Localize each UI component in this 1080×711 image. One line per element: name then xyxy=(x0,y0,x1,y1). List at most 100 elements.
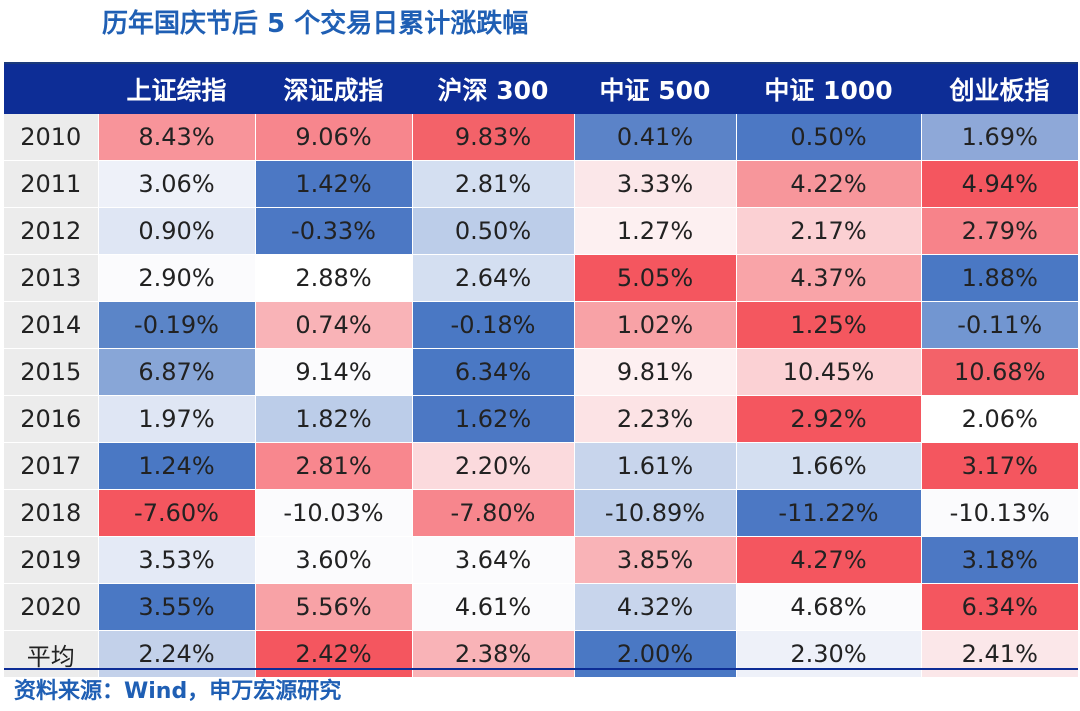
heatmap-cell: -10.03% xyxy=(254,489,412,537)
row-label: 2011 xyxy=(4,160,98,208)
heatmap-cell: 2.64% xyxy=(411,254,574,302)
heatmap-cell: 3.60% xyxy=(254,536,412,584)
row-label: 2014 xyxy=(4,301,98,349)
heatmap-cell: -0.19% xyxy=(97,301,255,349)
row-label: 2019 xyxy=(4,536,98,584)
heatmap-cell: 0.50% xyxy=(411,207,574,255)
heatmap-cell: 9.06% xyxy=(254,114,412,161)
heatmap-cell: 2.17% xyxy=(735,207,921,255)
table-row: 2013 2.90% 2.88% 2.64% 5.05% 4.37% 1.88% xyxy=(4,254,1078,302)
heatmap-cell: 1.62% xyxy=(411,395,574,443)
heatmap-body: 2010 8.43% 9.06% 9.83% 0.41% 0.50% 1.69% 2011 3.… xyxy=(4,114,1078,678)
heatmap-cell: 5.56% xyxy=(254,583,412,631)
row-label: 2020 xyxy=(4,583,98,631)
heatmap-cell: 2.88% xyxy=(254,254,412,302)
heatmap-cell: 0.50% xyxy=(735,114,921,161)
heatmap-cell: 1.66% xyxy=(735,442,921,490)
heatmap-cell: 10.68% xyxy=(920,348,1078,396)
heatmap-cell: 9.81% xyxy=(573,348,736,396)
heatmap-cell: 9.14% xyxy=(254,348,412,396)
heatmap-cell: 2.30% xyxy=(735,630,921,678)
heatmap-cell: 2.20% xyxy=(411,442,574,490)
heatmap-cell: 2.38% xyxy=(411,630,574,678)
heatmap-cell: 2.24% xyxy=(97,630,255,678)
table-row: 平均 2.24% 2.42% 2.38% 2.00% 2.30% 2.41% xyxy=(4,630,1078,678)
heatmap-cell: 2.92% xyxy=(735,395,921,443)
heatmap-cell: 4.22% xyxy=(735,160,921,208)
heatmap-cell: 1.25% xyxy=(735,301,921,349)
heatmap-cell: 3.64% xyxy=(411,536,574,584)
row-label: 2017 xyxy=(4,442,98,490)
heatmap-cell: 2.42% xyxy=(254,630,412,678)
heatmap-cell: 5.05% xyxy=(573,254,736,302)
row-label: 2015 xyxy=(4,348,98,396)
heatmap-cell: -7.80% xyxy=(411,489,574,537)
table-row: 2020 3.55% 5.56% 4.61% 4.32% 4.68% 6.34% xyxy=(4,583,1078,631)
heatmap-cell: 2.41% xyxy=(920,630,1078,678)
heatmap-cell: 3.85% xyxy=(573,536,736,584)
heatmap-cell: 2.81% xyxy=(411,160,574,208)
bottom-rule xyxy=(4,668,1078,670)
table-row: 2017 1.24% 2.81% 2.20% 1.61% 1.66% 3.17% xyxy=(4,442,1078,490)
heatmap-cell: 6.34% xyxy=(920,583,1078,631)
row-label: 2013 xyxy=(4,254,98,302)
heatmap-cell: 2.06% xyxy=(920,395,1078,443)
heatmap-cell: 4.61% xyxy=(411,583,574,631)
heatmap-cell: 2.79% xyxy=(920,207,1078,255)
top-rule xyxy=(4,62,1078,64)
heatmap-cell: -10.89% xyxy=(573,489,736,537)
heatmap-cell: 1.02% xyxy=(573,301,736,349)
heatmap-cell: 2.81% xyxy=(254,442,412,490)
heatmap-cell: 1.27% xyxy=(573,207,736,255)
heatmap-cell: 2.23% xyxy=(573,395,736,443)
heatmap-table: 上证综指 深证成指 沪深 300 中证 500 中证 1000 创业板指 2010 8.43… xyxy=(4,64,1078,678)
corner-cell xyxy=(4,64,98,114)
heatmap-cell: -0.33% xyxy=(254,207,412,255)
row-label: 2018 xyxy=(4,489,98,537)
heatmap-cell: 1.82% xyxy=(254,395,412,443)
row-label: 2016 xyxy=(4,395,98,443)
column-header: 中证 1000 xyxy=(736,64,921,114)
row-label: 2010 xyxy=(4,114,98,161)
table-row: 2012 0.90% -0.33% 0.50% 1.27% 2.17% 2.79% xyxy=(4,207,1078,255)
heatmap-cell: 4.94% xyxy=(920,160,1078,208)
heatmap-cell: 0.41% xyxy=(573,114,736,161)
heatmap-cell: 9.83% xyxy=(411,114,574,161)
heatmap-cell: 2.90% xyxy=(97,254,255,302)
table-row: 2019 3.53% 3.60% 3.64% 3.85% 4.27% 3.18% xyxy=(4,536,1078,584)
source-note: 资料来源：Wind，申万宏源研究 xyxy=(14,679,342,704)
row-label: 2012 xyxy=(4,207,98,255)
column-header: 深证成指 xyxy=(255,64,412,114)
column-header: 中证 500 xyxy=(574,64,736,114)
header-row: 上证综指 深证成指 沪深 300 中证 500 中证 1000 创业板指 xyxy=(4,64,1078,114)
table-row: 2016 1.97% 1.82% 1.62% 2.23% 2.92% 2.06% xyxy=(4,395,1078,443)
table-row: 2015 6.87% 9.14% 6.34% 9.81% 10.45% 10.68% xyxy=(4,348,1078,396)
heatmap-cell: 3.18% xyxy=(920,536,1078,584)
heatmap-cell: 3.17% xyxy=(920,442,1078,490)
row-label: 平均 xyxy=(4,630,98,678)
heatmap-cell: 6.34% xyxy=(411,348,574,396)
heatmap-cell: 10.45% xyxy=(735,348,921,396)
heatmap-cell: 8.43% xyxy=(97,114,255,161)
table-row: 2010 8.43% 9.06% 9.83% 0.41% 0.50% 1.69% xyxy=(4,114,1078,161)
heatmap-cell: 3.33% xyxy=(573,160,736,208)
heatmap-cell: 2.00% xyxy=(573,630,736,678)
table-row: 2014 -0.19% 0.74% -0.18% 1.02% 1.25% -0.11% xyxy=(4,301,1078,349)
chart-title: 历年国庆节后 5 个交易日累计涨跌幅 xyxy=(102,9,529,39)
heatmap-cell: -11.22% xyxy=(735,489,921,537)
heatmap-cell: 4.37% xyxy=(735,254,921,302)
heatmap-cell: -0.11% xyxy=(920,301,1078,349)
table-row: 2018 -7.60% -10.03% -7.80% -10.89% -11.22% -10… xyxy=(4,489,1078,537)
table-row: 2011 3.06% 1.42% 2.81% 3.33% 4.22% 4.94% xyxy=(4,160,1078,208)
heatmap-cell: 3.06% xyxy=(97,160,255,208)
column-header: 上证综指 xyxy=(98,64,255,114)
heatmap-cell: 3.55% xyxy=(97,583,255,631)
heatmap-cell: 1.97% xyxy=(97,395,255,443)
heatmap-cell: 3.53% xyxy=(97,536,255,584)
heatmap-cell: -10.13% xyxy=(920,489,1078,537)
heatmap-cell: -7.60% xyxy=(97,489,255,537)
heatmap-cell: 1.42% xyxy=(254,160,412,208)
heatmap-cell: 1.61% xyxy=(573,442,736,490)
heatmap-cell: 0.90% xyxy=(97,207,255,255)
column-header: 沪深 300 xyxy=(412,64,574,114)
